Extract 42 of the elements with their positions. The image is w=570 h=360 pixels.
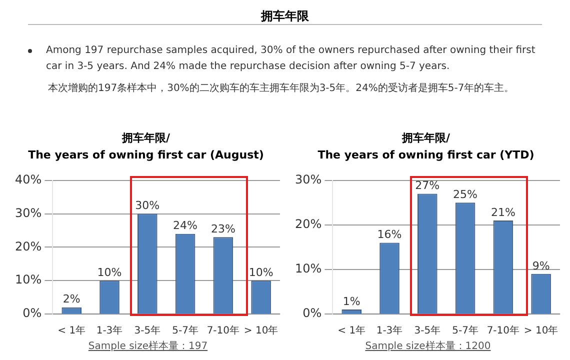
y-tick-label: 40% [15, 172, 42, 187]
x-tick-label: 5-7年 [172, 324, 198, 337]
x-tick-label: 1-3年 [376, 324, 403, 337]
text: Sample size样本量：197 [87, 340, 209, 354]
y-tick-label: 30% [15, 206, 42, 220]
chart-title: 拥车年限/ [400, 131, 451, 144]
y-tick-label: 20% [295, 217, 322, 232]
x-tick-label: 1-3年 [96, 324, 123, 337]
chart-title: 拥车年限/ [120, 131, 171, 144]
x-tick-label: < 1年 [58, 324, 86, 337]
data-label: 1% [342, 294, 360, 308]
chart-subtitle: The years of owning first car (YTD) [318, 148, 534, 162]
text: 本次增购的197条样本中，30%的二次购车的车主拥车年限为3-5年。24%的受访者是拥车5-7年的车主。 [48, 83, 514, 94]
data-label: 2% [62, 292, 80, 306]
data-label: 25% [453, 188, 478, 202]
data-label: 24% [173, 219, 198, 232]
y-tick-label: 20% [15, 239, 42, 254]
x-tick-label: 3-5年 [134, 324, 161, 337]
y-tick-label: 10% [15, 272, 42, 287]
x-tick-label: 5-7年 [452, 324, 478, 337]
data-label: 21% [490, 206, 516, 219]
y-tick-label: 0% [302, 306, 322, 320]
x-tick-label: > 10年 [524, 324, 558, 337]
x-tick-label: 7-10年 [486, 324, 520, 337]
data-label: 10% [97, 266, 122, 279]
text: Among 197 repurchase samples acquired, 30% of the owners repurchased after owning their first car in 3-5 years. And 24% made the repurchase decision after owning 5-7 years. [46, 45, 536, 72]
x-tick-label: 7-10年 [206, 324, 240, 337]
x-tick-label: < 1年 [338, 324, 366, 337]
data-label: 27% [415, 179, 440, 192]
text: 拥车年限 [28, 8, 542, 25]
y-tick-label: 10% [295, 262, 322, 276]
y-tick-label: 30% [295, 172, 322, 187]
data-label: 23% [210, 222, 236, 236]
chart-subtitle: The years of owning first car (August) [28, 148, 264, 162]
x-tick-label: > 10年 [244, 324, 278, 337]
data-label: 30% [135, 199, 160, 212]
text: Sample size样本量：1200 [364, 340, 492, 354]
y-tick-label: 0% [22, 306, 42, 320]
data-label: 9% [532, 259, 550, 272]
data-label: 16% [377, 228, 402, 242]
data-label: 10% [248, 266, 274, 279]
x-tick-label: 3-5年 [414, 324, 441, 337]
